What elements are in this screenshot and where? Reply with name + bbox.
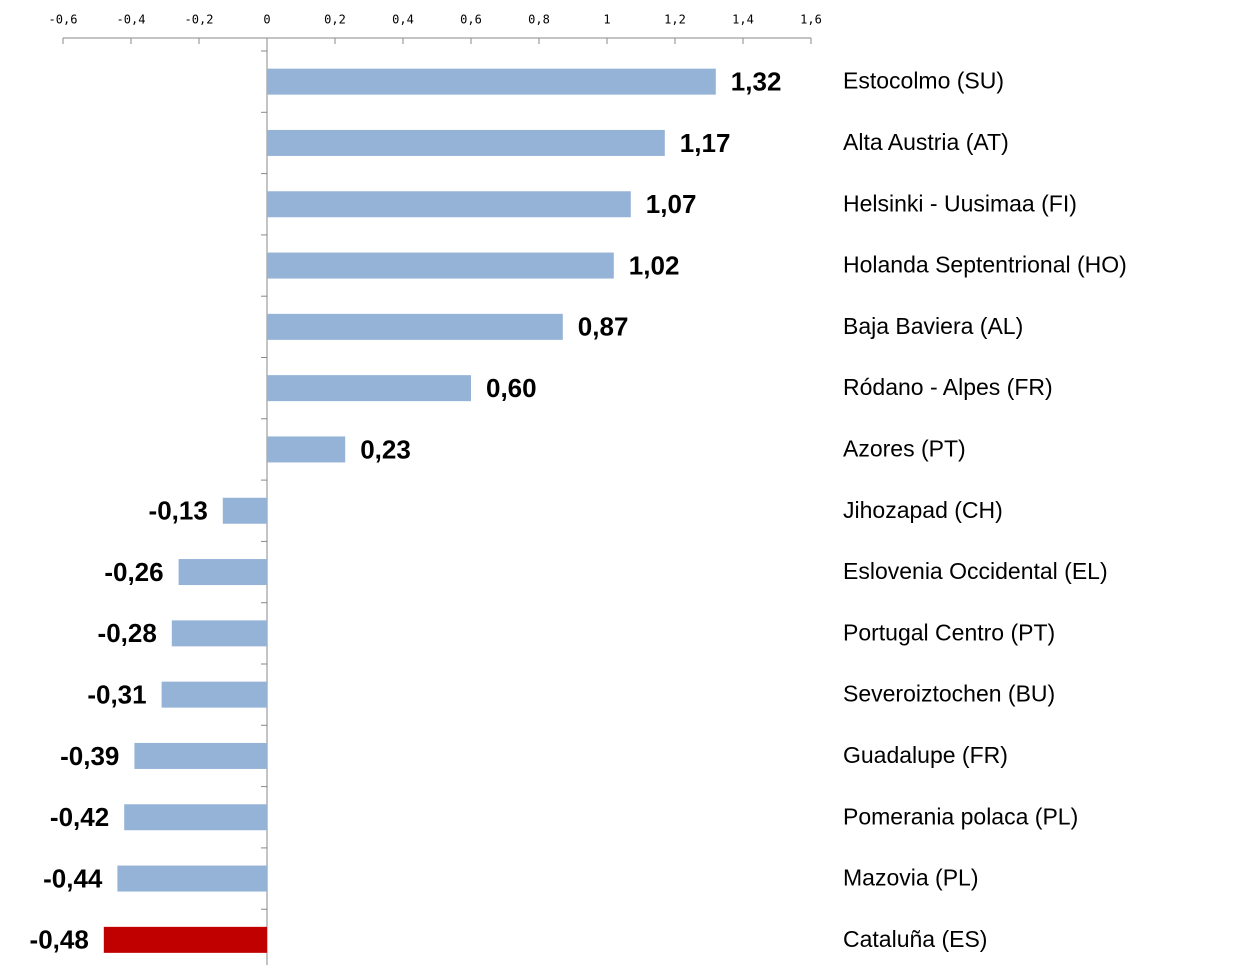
category-label: Ródano - Alpes (FR) [843, 374, 1053, 400]
category-label: Cataluña (ES) [843, 926, 987, 952]
category-label: Baja Baviera (AL) [843, 313, 1023, 339]
category-label: Holanda Septentrional (HO) [843, 252, 1127, 278]
bar [161, 681, 267, 708]
category-label: Helsinki - Uusimaa (FI) [843, 190, 1077, 216]
value-label: -0,48 [30, 925, 89, 955]
value-label: 1,32 [731, 67, 782, 97]
value-label: 1,02 [629, 250, 680, 280]
x-tick-label: 0,2 [324, 13, 346, 27]
value-label: -0,44 [43, 863, 103, 893]
value-label: -0,13 [149, 496, 208, 526]
category-label: Mazovia (PL) [843, 865, 978, 891]
bar [222, 497, 267, 524]
x-tick-label: 0,6 [460, 13, 482, 27]
bar [267, 68, 716, 95]
x-tick-label: -0,4 [117, 13, 146, 27]
x-tick-label: 1,2 [664, 13, 686, 27]
category-label: Pomerania polaca (PL) [843, 803, 1078, 829]
x-tick-label: -0,2 [185, 13, 214, 27]
category-label: Severoiztochen (BU) [843, 681, 1055, 707]
bar [134, 742, 267, 769]
value-label: -0,26 [104, 557, 163, 587]
x-tick-label: 1,4 [732, 13, 754, 27]
category-label: Azores (PT) [843, 436, 966, 462]
bar [267, 375, 471, 402]
category-label: Jihozapad (CH) [843, 497, 1003, 523]
bar [124, 804, 267, 831]
value-label: -0,39 [60, 741, 119, 771]
bar [267, 191, 631, 218]
category-label: Estocolmo (SU) [843, 68, 1004, 94]
value-label: -0,42 [50, 802, 109, 832]
value-label: 0,87 [578, 312, 629, 342]
value-label: -0,28 [98, 618, 157, 648]
category-label: Portugal Centro (PT) [843, 619, 1055, 645]
value-label: 0,23 [360, 434, 411, 464]
value-label: 1,07 [646, 189, 697, 219]
x-tick-label: 1 [603, 13, 610, 27]
bar [267, 252, 614, 279]
bar [171, 620, 267, 647]
x-tick-label: 1,6 [800, 13, 822, 27]
bar [103, 926, 267, 953]
value-label: -0,31 [87, 680, 146, 710]
category-label: Eslovenia Occidental (EL) [843, 558, 1108, 584]
x-tick-label: 0,8 [528, 13, 550, 27]
category-label: Alta Austria (AT) [843, 129, 1009, 155]
bar [267, 129, 665, 156]
x-tick-label: 0 [263, 13, 270, 27]
bar [267, 436, 346, 463]
bar [117, 865, 268, 892]
x-tick-label: -0,6 [49, 13, 78, 27]
x-tick-label: 0,4 [392, 13, 414, 27]
category-label: Guadalupe (FR) [843, 742, 1008, 768]
value-label: 0,60 [486, 373, 537, 403]
value-label: 1,17 [680, 128, 731, 158]
bar [267, 313, 563, 340]
bar [178, 559, 267, 586]
